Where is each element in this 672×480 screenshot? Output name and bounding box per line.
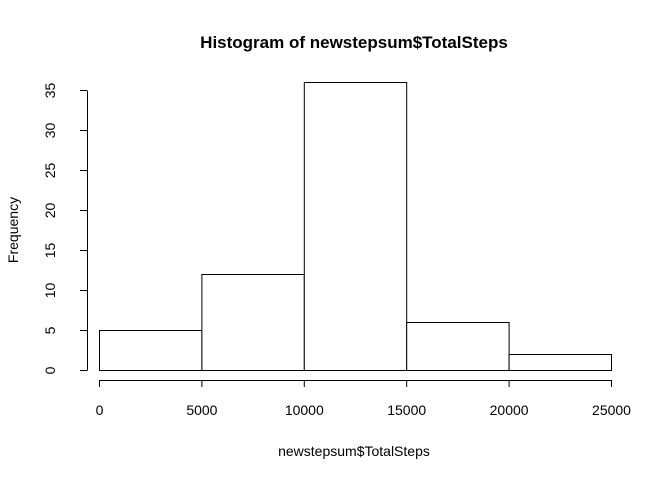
x-tick-label-0: 0 — [96, 402, 104, 418]
histogram-bar-1 — [201, 274, 305, 371]
histogram-bar-4 — [508, 354, 613, 371]
x-axis: 0 5000 10000 15000 20000 25000 — [96, 380, 631, 418]
x-tick-label-4: 20000 — [490, 402, 529, 418]
y-tick-label-0: 0 — [42, 366, 58, 374]
y-tick-label-7: 35 — [42, 83, 58, 99]
y-axis-label: Frequency — [5, 197, 21, 263]
x-tick-label-2: 10000 — [285, 402, 324, 418]
y-tick-label-4: 20 — [42, 203, 58, 219]
y-tick-label-2: 10 — [42, 283, 58, 299]
y-tick-label-5: 25 — [42, 163, 58, 179]
y-tick-label-1: 5 — [42, 326, 58, 334]
x-axis-label: newstepsum$TotalSteps — [278, 443, 430, 459]
chart-title: Histogram of newstepsum$TotalSteps — [200, 33, 508, 52]
y-tick-label-6: 30 — [42, 123, 58, 139]
histogram-bars — [99, 82, 613, 371]
x-tick-label-3: 15000 — [387, 402, 426, 418]
y-axis: 0 5 10 15 20 25 30 35 — [42, 83, 88, 374]
y-tick-label-3: 15 — [42, 243, 58, 259]
x-tick-label-5: 25000 — [592, 402, 631, 418]
histogram-bar-2 — [303, 82, 408, 371]
histogram-bar-3 — [406, 322, 510, 371]
x-tick-label-1: 5000 — [186, 402, 217, 418]
histogram-bar-0 — [99, 330, 203, 371]
